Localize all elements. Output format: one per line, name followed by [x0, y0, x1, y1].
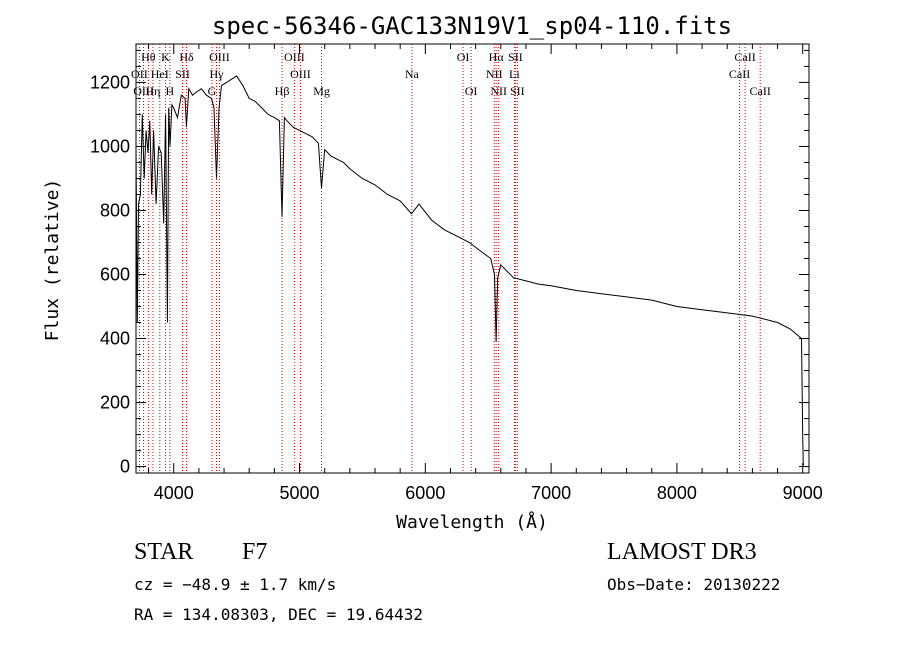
- line-label: SII: [508, 50, 523, 64]
- line-label: OIII: [290, 67, 311, 81]
- y-tick-label: 800: [100, 200, 130, 220]
- y-tick-label: 400: [100, 329, 130, 349]
- line-label: OIII: [284, 50, 305, 64]
- y-axis-label: Flux (relative): [42, 179, 63, 342]
- observation-date: Obs−Date: 20130222: [607, 575, 780, 594]
- line-label: SII: [510, 84, 525, 98]
- line-label: G: [208, 84, 217, 98]
- x-tick-label: 4000: [154, 483, 194, 503]
- line-label: OI: [457, 50, 470, 64]
- x-tick-label: 8000: [657, 483, 697, 503]
- object-class: STAR: [134, 539, 193, 565]
- line-label: NII: [486, 67, 503, 81]
- x-axis-label: Wavelength (Å): [396, 511, 548, 533]
- redshift-readout: cz = −48.9 ± 1.7 km/s: [134, 575, 336, 594]
- line-label: OI: [465, 84, 478, 98]
- line-label: OIII: [209, 50, 230, 64]
- line-label: Mg: [313, 84, 330, 98]
- chart-title: spec-56346-GAC133N19V1_sp04-110.fits: [212, 12, 732, 40]
- y-tick-label: 1000: [90, 136, 130, 156]
- plot-frame: [135, 43, 810, 474]
- x-tick-label: 9000: [783, 483, 823, 503]
- line-label: OIII: [133, 84, 154, 98]
- line-label: Hδ: [179, 50, 194, 64]
- coordinates-readout: RA = 134.08303, DEC = 19.64432: [134, 605, 423, 624]
- line-label: OII: [131, 67, 148, 81]
- line-label: Li: [509, 67, 520, 81]
- spectrum-line: [135, 75, 804, 467]
- line-label: CaII: [729, 67, 750, 81]
- y-tick-label: 1200: [90, 72, 130, 92]
- line-label: SII: [175, 67, 190, 81]
- x-tick-label: 7000: [531, 483, 571, 503]
- spectral-line-markers: [138, 44, 761, 473]
- line-label: HeI: [151, 67, 169, 81]
- line-label: NII: [490, 84, 507, 98]
- line-label: Hθ: [141, 50, 156, 64]
- line-label: Hβ: [275, 84, 290, 98]
- line-label: Na: [405, 67, 420, 81]
- y-tick-label: 200: [100, 393, 130, 413]
- x-tick-label: 5000: [280, 483, 320, 503]
- line-label: CaII: [750, 84, 771, 98]
- line-label: Hα: [489, 50, 505, 64]
- object-subclass: F7: [242, 539, 267, 565]
- x-tick-label: 6000: [405, 483, 445, 503]
- line-label: CaII: [734, 50, 755, 64]
- axis-ticks: 4000 5000 6000 7000 8000 9000 0 200 400 600 800 100…: [90, 44, 823, 503]
- y-tick-label: 600: [100, 265, 130, 285]
- line-label: H: [166, 84, 175, 98]
- y-tick-label: 0: [120, 457, 130, 477]
- survey-name: LAMOST DR3: [607, 539, 757, 565]
- line-label: Hγ: [210, 67, 225, 81]
- line-label: K: [161, 50, 170, 64]
- line-label: Hη: [146, 84, 161, 98]
